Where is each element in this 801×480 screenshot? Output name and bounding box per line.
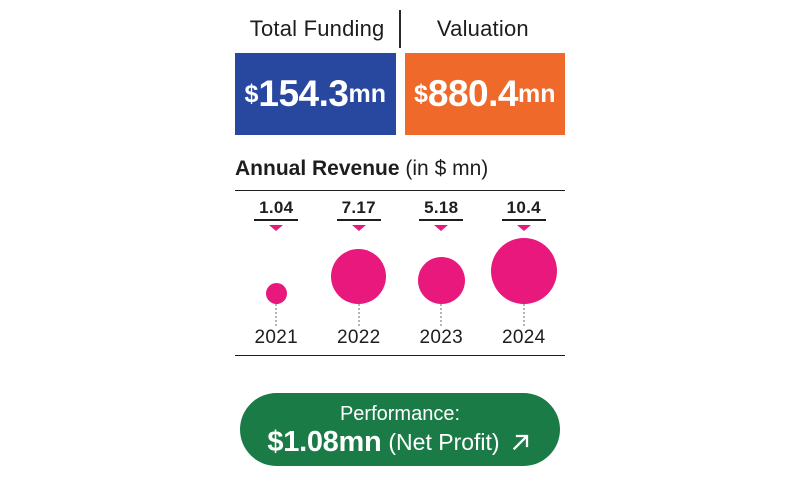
chart-column-2022: 7.17 2022 <box>318 198 401 355</box>
valuation-label: Valuation <box>436 16 529 41</box>
year-label: 2021 <box>254 327 298 348</box>
year-label: 2023 <box>419 327 463 348</box>
total-funding-label: Total Funding <box>249 16 385 41</box>
metric-boxes: $154.3 mn $880.4 mn <box>235 53 565 135</box>
chart-title-main: Annual Revenue <box>235 157 400 180</box>
bubble-area <box>490 231 557 304</box>
performance-label: Performance: <box>339 402 461 425</box>
performance-detail: $1.08mn (Net Profit) <box>267 426 532 458</box>
total-funding-value: 154.3 <box>258 73 349 114</box>
leader-line <box>357 304 360 326</box>
value-label: 10.4 <box>501 198 546 221</box>
chart-column-2024: 10.4 2024 <box>483 198 566 355</box>
leader-line <box>440 304 443 326</box>
chart-column-2021: 1.04 2021 <box>235 198 318 355</box>
bubble-area <box>265 231 287 304</box>
performance-pill[interactable]: Performance: $1.08mn (Net Profit) <box>240 393 560 466</box>
value-label: 5.18 <box>419 198 464 221</box>
down-triangle-icon <box>269 225 284 231</box>
arrow-up-right-icon <box>509 430 533 454</box>
down-triangle-icon <box>351 225 366 231</box>
header-divider <box>399 10 401 48</box>
bubble-area <box>417 231 465 304</box>
metrics-header: Total Funding Valuation <box>235 8 565 50</box>
total-funding-unit: mn <box>348 79 387 108</box>
down-triangle-icon <box>434 225 449 231</box>
leader-line <box>275 304 278 326</box>
valuation-box: $880.4 mn <box>404 53 565 135</box>
leader-line <box>522 304 525 326</box>
performance-value: $1.08mn <box>267 425 382 458</box>
valuation-currency: $ <box>414 79 428 108</box>
total-funding-currency: $ <box>244 79 259 108</box>
year-label: 2024 <box>502 327 546 348</box>
chart-title-note: (in $ mn) <box>405 157 489 180</box>
value-label: 1.04 <box>254 198 299 221</box>
down-triangle-icon <box>516 225 531 231</box>
year-label: 2022 <box>337 327 381 348</box>
valuation-unit: mn <box>518 79 556 108</box>
value-label: 7.17 <box>336 198 381 221</box>
bubble-area <box>331 231 387 304</box>
bubble-2022 <box>331 249 387 304</box>
valuation-value: 880.4 <box>427 73 519 114</box>
bubble-2024 <box>490 238 557 304</box>
content-column: Total Funding Valuation $154.3 mn $880.4 m… <box>235 0 565 480</box>
chart-column-2023: 5.18 2023 <box>400 198 483 355</box>
bubble-2021 <box>265 283 287 304</box>
bubble-2023 <box>417 257 465 304</box>
total-funding-box: $154.3 mn <box>235 53 396 135</box>
chart-title: Annual Revenue (in $ mn) <box>235 157 565 191</box>
annual-revenue-bubble-chart: 1.04 2021 7.17 2022 5.18 2023 <box>235 198 565 356</box>
net-profit-note: (Net Profit) <box>388 428 500 455</box>
